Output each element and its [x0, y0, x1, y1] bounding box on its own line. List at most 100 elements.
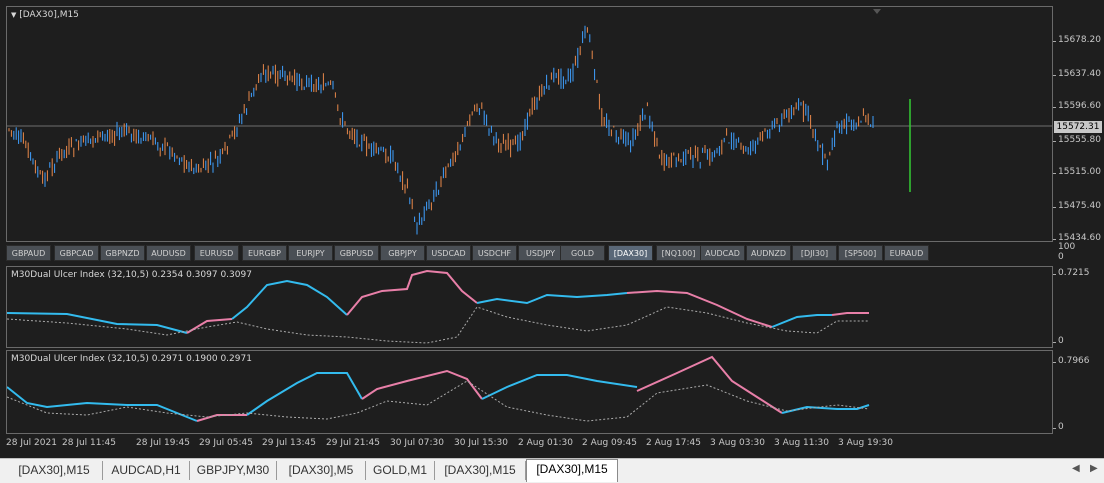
price-chart-pane[interactable]: ▼ [DAX30],M15	[6, 6, 1053, 242]
time-axis-label: 2 Aug 09:45	[582, 438, 637, 448]
time-axis-label: 3 Aug 19:30	[838, 438, 893, 448]
scale-top-label: 100	[1058, 242, 1076, 252]
chart-tab[interactable]: [DAX30],M15	[435, 461, 526, 480]
chart-tabs: ◀ ▶ [DAX30],M15 AUDCAD,H1 GBPJPY,M30 [DAX30…	[0, 458, 1104, 483]
price-axis: 15678.20 15637.40 15596.60 15555.80 15515.00…	[1053, 6, 1104, 243]
ulcer-1-bottom-tick: 0	[1058, 336, 1064, 346]
symbol-button[interactable]: [DJI30]	[792, 245, 837, 261]
symbol-button[interactable]: EURUSD	[194, 245, 239, 261]
time-axis-label: 29 Jul 05:45	[199, 438, 253, 448]
symbol-button[interactable]: USDCAD	[426, 245, 471, 261]
time-axis-label: 2 Aug 17:45	[646, 438, 701, 448]
ulcer-line	[346, 269, 478, 316]
symbol-button[interactable]: AUDNZD	[746, 245, 791, 261]
symbol-button[interactable]: [SP500]	[838, 245, 883, 261]
ulcer-line	[481, 374, 638, 400]
ulcer-index-pane-1[interactable]: M30Dual Ulcer Index (32,10,5) 0.2354 0.3…	[6, 266, 1053, 348]
price-tick-mark	[1053, 207, 1056, 208]
price-tick-label: 15678.20	[1058, 35, 1101, 45]
chart-window: ▼ [DAX30],M15 15678.20 15637.40 15596.60 15…	[0, 0, 1104, 458]
symbol-button[interactable]: AUDCAD	[700, 245, 745, 261]
ulcer-line	[7, 312, 188, 334]
price-tick-mark	[1053, 75, 1056, 76]
ulcer-line	[771, 314, 832, 328]
time-axis-label: 29 Jul 13:45	[262, 438, 316, 448]
ulcer-line	[626, 289, 773, 328]
chart-tab[interactable]: GOLD,M1	[366, 461, 435, 480]
scale-bottom-label: 0	[1058, 252, 1064, 262]
symbol-button[interactable]: GBPCAD	[54, 245, 99, 261]
price-tick-mark	[1053, 239, 1056, 240]
price-tick-mark	[1053, 41, 1056, 42]
symbol-button[interactable]: [NQ100]	[656, 245, 701, 261]
chart-tab[interactable]: AUDCAD,H1	[103, 461, 190, 480]
ulcer-line	[246, 372, 363, 416]
ulcer-line	[7, 386, 198, 422]
time-axis-label: 30 Jul 15:30	[454, 438, 508, 448]
ulcer-line	[196, 414, 247, 422]
ulcer-2-bottom-tick: 0	[1058, 422, 1064, 432]
current-price-label: 15572.31	[1054, 121, 1102, 133]
symbol-button[interactable]: EURJPY	[288, 245, 333, 261]
chart-tab[interactable]: [DAX30],M5	[277, 461, 366, 480]
ulcer-index-canvas-1	[7, 269, 869, 344]
tabs-scroll-left-icon[interactable]: ◀	[1072, 463, 1080, 474]
chart-title-text: [DAX30],M15	[19, 10, 79, 20]
price-tick-label: 15475.40	[1058, 201, 1101, 211]
ulcer-signal-line	[7, 380, 870, 422]
ulcer-line	[781, 404, 870, 414]
ulcer-line	[636, 355, 783, 414]
time-axis: 28 Jul 2021 28 Jul 11:45 28 Jul 19:45 29 Ju…	[6, 436, 1053, 450]
time-axis-label: 3 Aug 03:30	[710, 438, 765, 448]
symbol-button[interactable]: EURGBP	[242, 245, 287, 261]
ulcer-index-pane-2[interactable]: M30Dual Ulcer Index (32,10,5) 0.2971 0.1…	[6, 350, 1053, 434]
symbol-button[interactable]: GBPAUD	[6, 245, 51, 261]
ulcer-index-label-1: M30Dual Ulcer Index (32,10,5) 0.2354 0.3…	[11, 270, 252, 280]
price-tick-label: 15555.80	[1058, 135, 1101, 145]
symbol-button[interactable]: AUDUSD	[146, 245, 191, 261]
time-axis-label: 30 Jul 07:30	[390, 438, 444, 448]
symbol-switch-bar: GBPAUD GBPCAD GBPNZD AUDUSD EURUSD EURGBP EURJ…	[6, 244, 1053, 262]
symbol-button[interactable]: USDJPY	[518, 245, 563, 261]
time-axis-label: 3 Aug 11:30	[774, 438, 829, 448]
symbol-button[interactable]: EURAUD	[884, 245, 929, 261]
symbol-button[interactable]: USDCHF	[472, 245, 517, 261]
symbol-button[interactable]: GBPJPY	[380, 245, 425, 261]
time-axis-label: 28 Jul 11:45	[62, 438, 116, 448]
time-axis-label: 28 Jul 19:45	[136, 438, 190, 448]
ulcer-line	[476, 292, 628, 305]
ulcer-line	[361, 369, 483, 400]
chart-shift-marker	[873, 9, 881, 14]
ulcer-index-canvas-2	[7, 355, 870, 422]
ulcer-1-top-tick: 0.7215	[1058, 268, 1090, 278]
price-tick-label: 15596.60	[1058, 101, 1101, 111]
symbol-button[interactable]: [DAX30]	[608, 245, 653, 261]
tabs-scroll-right-icon[interactable]: ▶	[1090, 463, 1098, 474]
chart-tab[interactable]: [DAX30],M15	[6, 461, 103, 480]
ulcer-index-axis-2: 0.7966 0	[1053, 350, 1104, 434]
chart-tab[interactable]: [DAX30],M15	[526, 459, 618, 482]
symbol-button[interactable]: GOLD	[560, 245, 605, 261]
ulcer-line	[186, 318, 233, 334]
time-axis-label: 28 Jul 2021	[6, 438, 57, 448]
time-axis-label: 2 Aug 01:30	[518, 438, 573, 448]
ulcer-line	[231, 279, 348, 320]
symbol-button[interactable]: GBPUSD	[334, 245, 379, 261]
ulcer-line	[831, 312, 869, 316]
time-axis-label: 29 Jul 21:45	[326, 438, 380, 448]
price-tick-label: 15515.00	[1058, 167, 1101, 177]
price-tick-mark	[1053, 107, 1056, 108]
chart-title: ▼ [DAX30],M15	[11, 10, 79, 20]
price-chart-canvas	[7, 9, 1052, 235]
ulcer-index-axis-1: 0.7215 0	[1053, 266, 1104, 348]
price-tick-label: 15434.60	[1058, 233, 1101, 243]
ulcer-signal-line	[7, 306, 869, 344]
symbol-button[interactable]: GBPNZD	[100, 245, 145, 261]
chart-collapse-icon[interactable]: ▼	[11, 11, 17, 19]
chart-tab[interactable]: GBPJPY,M30	[190, 461, 277, 480]
price-tick-mark	[1053, 173, 1056, 174]
price-tick-label: 15637.40	[1058, 69, 1101, 79]
ulcer-2-top-tick: 0.7966	[1058, 356, 1090, 366]
ulcer-index-label-2: M30Dual Ulcer Index (32,10,5) 0.2971 0.1…	[11, 354, 252, 364]
price-tick-mark	[1053, 141, 1056, 142]
